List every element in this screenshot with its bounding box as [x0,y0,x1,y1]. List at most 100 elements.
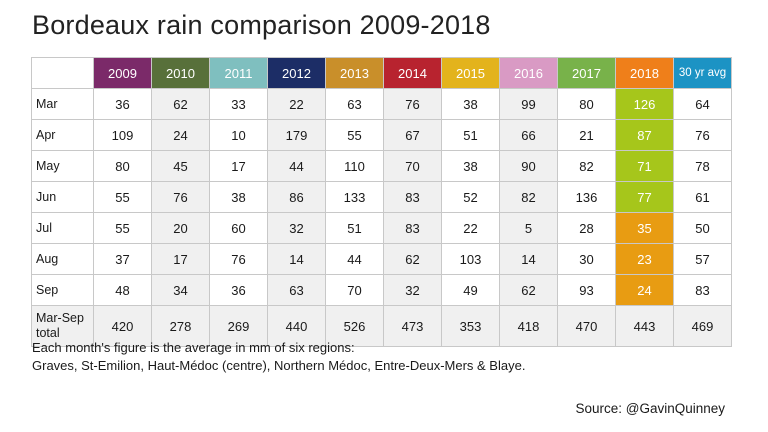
value-cell: 24 [615,274,674,306]
value-cell: 83 [673,274,732,306]
footnote-line-2: Graves, St-Emilion, Haut-Médoc (centre),… [32,358,526,373]
value-cell: 36 [209,274,268,306]
value-cell: 82 [557,150,616,182]
value-cell: 17 [151,243,210,275]
value-cell: 48 [93,274,152,306]
value-cell: 526 [325,305,384,347]
value-cell: 67 [383,119,442,151]
value-cell: 76 [151,181,210,213]
row-label: Sep [31,274,94,306]
value-cell: 5 [499,212,558,244]
value-cell: 76 [383,88,442,120]
value-cell: 51 [441,119,500,151]
value-cell: 83 [383,181,442,213]
value-cell: 71 [615,150,674,182]
value-cell: 63 [267,274,326,306]
value-cell: 99 [499,88,558,120]
value-cell: 77 [615,181,674,213]
value-cell: 76 [673,119,732,151]
value-cell: 28 [557,212,616,244]
value-cell: 52 [441,181,500,213]
value-cell: 70 [383,150,442,182]
value-cell: 66 [499,119,558,151]
value-cell: 57 [673,243,732,275]
column-header: 2013 [325,57,384,89]
value-cell: 38 [209,181,268,213]
row-label: Apr [31,119,94,151]
value-cell: 80 [557,88,616,120]
column-header: 2015 [441,57,500,89]
value-cell: 269 [209,305,268,347]
column-header: 2012 [267,57,326,89]
table-row: May 80 45 17 44 110 70 38 90 82 71 78 [31,150,732,182]
column-header: 2011 [209,57,268,89]
value-cell: 62 [151,88,210,120]
footnote: Each month's figure is the average in mm… [32,339,525,375]
value-cell: 63 [325,88,384,120]
table-row: Jun 55 76 38 86 133 83 52 82 136 77 61 [31,181,732,213]
value-cell: 44 [267,150,326,182]
value-cell: 469 [673,305,732,347]
column-header: 30 yr avg [673,57,732,89]
value-cell: 22 [267,88,326,120]
value-cell: 50 [673,212,732,244]
value-cell: 126 [615,88,674,120]
value-cell: 21 [557,119,616,151]
value-cell: 87 [615,119,674,151]
value-cell: 90 [499,150,558,182]
value-cell: 70 [325,274,384,306]
value-cell: 62 [499,274,558,306]
value-cell: 93 [557,274,616,306]
value-cell: 20 [151,212,210,244]
table-row: Apr 109 24 10 179 55 67 51 66 21 87 76 [31,119,732,151]
column-header: 2016 [499,57,558,89]
value-cell: 24 [151,119,210,151]
value-cell: 33 [209,88,268,120]
column-header: 2009 [93,57,152,89]
value-cell: 36 [93,88,152,120]
column-header: 2014 [383,57,442,89]
value-cell: 55 [325,119,384,151]
footnote-line-1: Each month's figure is the average in mm… [32,340,355,355]
value-cell: 133 [325,181,384,213]
value-cell: 23 [615,243,674,275]
value-cell: 82 [499,181,558,213]
value-cell: 38 [441,88,500,120]
column-header: 2017 [557,57,616,89]
source-credit: Source: @GavinQuinney [575,401,725,416]
value-cell: 278 [151,305,210,347]
row-label: Mar [31,88,94,120]
value-cell: 76 [209,243,268,275]
value-cell: 30 [557,243,616,275]
value-cell: 80 [93,150,152,182]
value-cell: 103 [441,243,500,275]
rain-table: 2009 2010 2011 2012 2013 2014 2015 2016 2017 2018… [31,57,732,347]
value-cell: 440 [267,305,326,347]
table-row: Sep 48 34 36 63 70 32 49 62 93 24 83 [31,274,732,306]
row-label: May [31,150,94,182]
table-row: Mar 36 62 33 22 63 76 38 99 80 126 64 [31,88,732,120]
value-cell: 64 [673,88,732,120]
value-cell: 22 [441,212,500,244]
column-header: 2018 [615,57,674,89]
value-cell: 60 [209,212,268,244]
chart-title: Bordeaux rain comparison 2009-2018 [32,10,491,40]
value-cell: 10 [209,119,268,151]
value-cell: 38 [441,150,500,182]
value-cell: 35 [615,212,674,244]
value-cell: 14 [499,243,558,275]
value-cell: 61 [673,181,732,213]
row-label: Mar-Sep total [31,305,94,347]
value-cell: 45 [151,150,210,182]
value-cell: 418 [499,305,558,347]
value-cell: 51 [325,212,384,244]
value-cell: 136 [557,181,616,213]
column-header: 2010 [151,57,210,89]
value-cell: 55 [93,181,152,213]
value-cell: 179 [267,119,326,151]
value-cell: 443 [615,305,674,347]
value-cell: 32 [383,274,442,306]
value-cell: 62 [383,243,442,275]
value-cell: 420 [93,305,152,347]
row-label: Jul [31,212,94,244]
